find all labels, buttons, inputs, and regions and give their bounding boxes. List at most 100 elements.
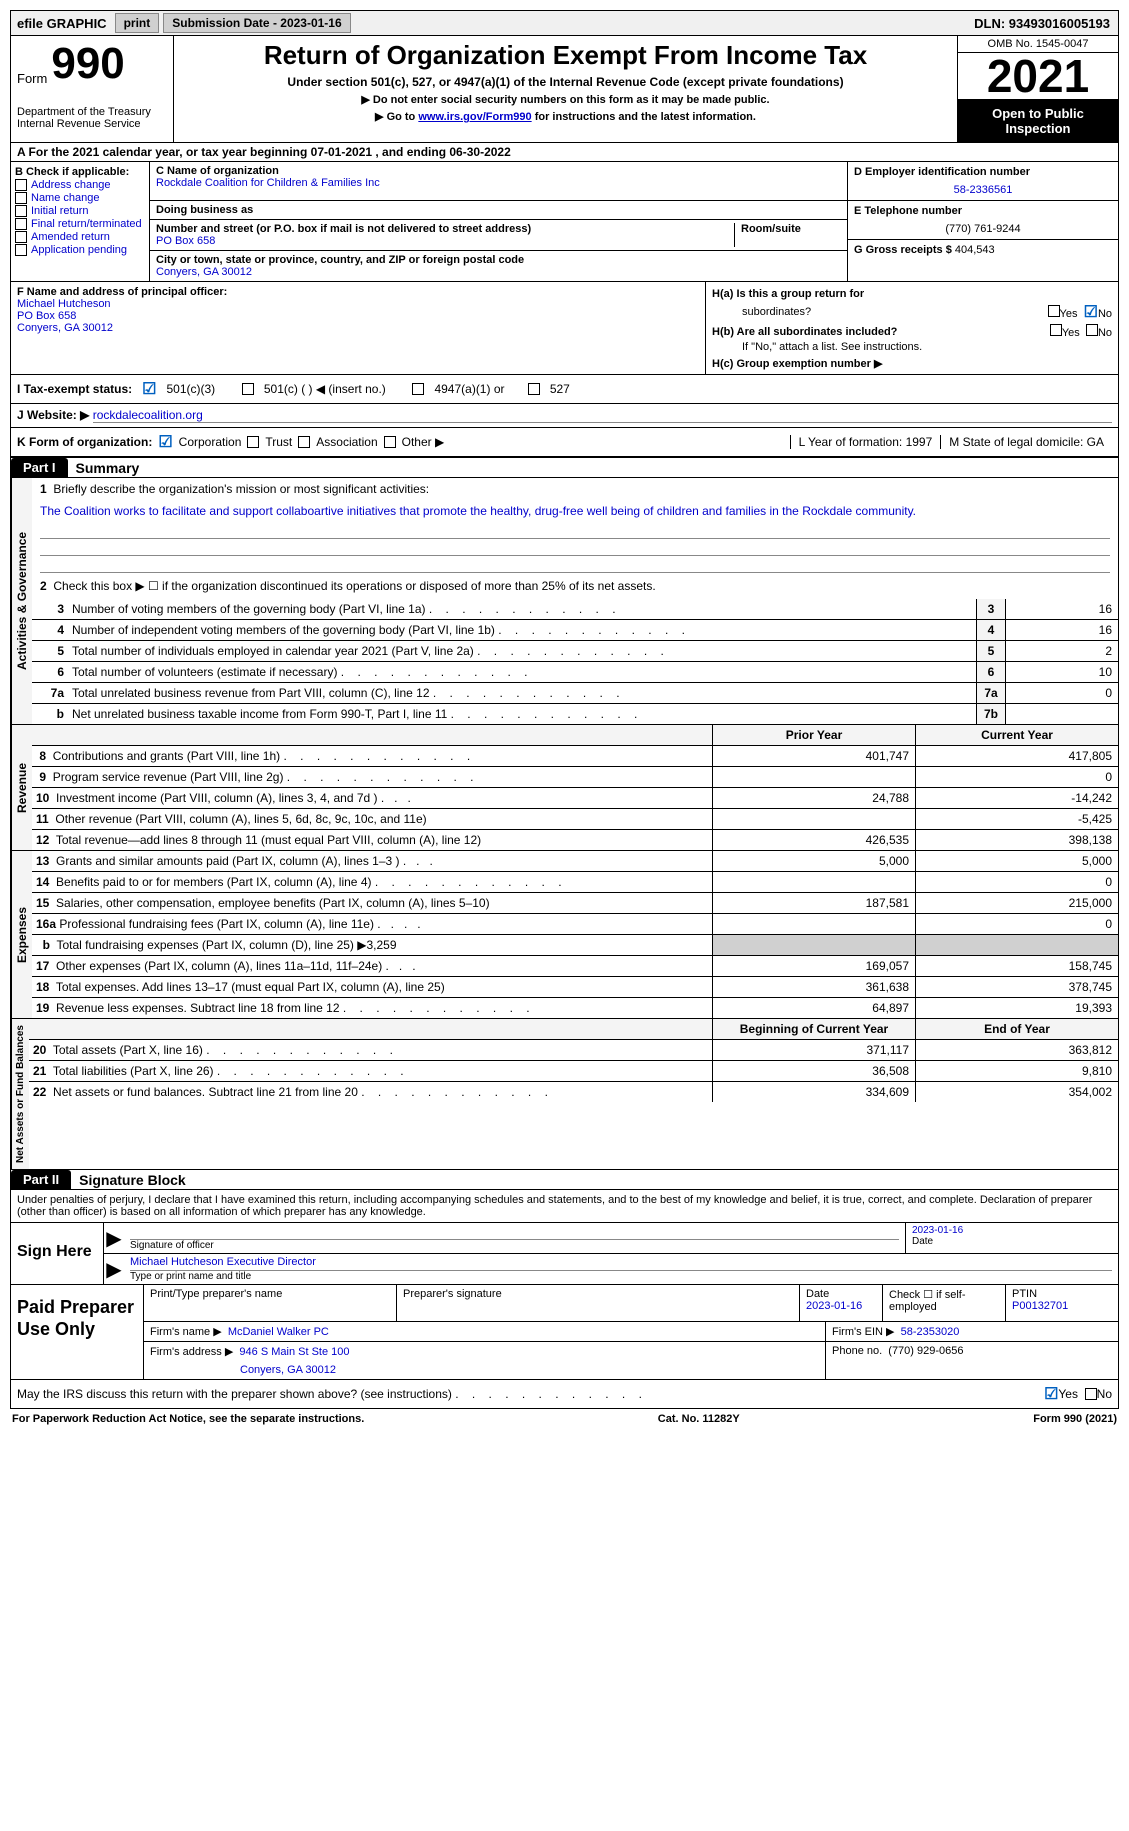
- firm-ein: 58-2353020: [901, 1326, 960, 1338]
- l17: Other expenses (Part IX, column (A), lin…: [56, 959, 382, 973]
- end-year-hdr: End of Year: [915, 1019, 1118, 1039]
- form-number: 990: [51, 42, 124, 86]
- l13: Grants and similar amounts paid (Part IX…: [56, 854, 399, 868]
- assoc-label: Association: [316, 435, 377, 449]
- p18: 361,638: [712, 977, 915, 997]
- p10: 24,788: [712, 788, 915, 808]
- firm-ein-hdr: Firm's EIN ▶: [832, 1326, 895, 1338]
- officer-street: PO Box 658: [17, 310, 699, 322]
- checkbox-icon[interactable]: [298, 436, 310, 448]
- checkbox-icon[interactable]: [15, 192, 27, 204]
- city-value: Conyers, GA 30012: [156, 266, 841, 278]
- col-d-ein: D Employer identification number 58-2336…: [847, 162, 1118, 281]
- checkbox-icon[interactable]: [412, 383, 424, 395]
- goto-line: ▶ Go to www.irs.gov/Form990 for instruct…: [182, 110, 949, 123]
- row-a-taxyear: A For the 2021 calendar year, or tax yea…: [10, 143, 1119, 162]
- checkbox-icon[interactable]: [1085, 1388, 1097, 1400]
- c22: 354,002: [915, 1082, 1118, 1102]
- checkbox-icon[interactable]: [15, 179, 27, 191]
- firm-name-hdr: Firm's name ▶: [150, 1326, 222, 1338]
- c8: 417,805: [915, 746, 1118, 766]
- checkbox-icon[interactable]: [15, 218, 27, 230]
- c16a: 0: [915, 914, 1118, 934]
- l10: Investment income (Part VIII, column (A)…: [56, 791, 377, 805]
- p14: [712, 872, 915, 892]
- checkbox-icon[interactable]: [15, 231, 27, 243]
- 501c3: 501(c)(3): [167, 382, 216, 396]
- website-value[interactable]: rockdalecoalition.org: [93, 408, 1112, 423]
- addr-change: Address change: [31, 179, 111, 191]
- cat-no: Cat. No. 11282Y: [658, 1413, 740, 1425]
- tax-year: 2021: [958, 53, 1118, 100]
- formorg-hdr: K Form of organization:: [17, 435, 152, 449]
- checkbox-icon[interactable]: [528, 383, 540, 395]
- checkbox-icon[interactable]: [247, 436, 259, 448]
- l7a-text: Total unrelated business revenue from Pa…: [68, 683, 976, 703]
- c18: 378,745: [915, 977, 1118, 997]
- l5-text: Total number of individuals employed in …: [68, 641, 976, 661]
- begin-year-hdr: Beginning of Current Year: [712, 1019, 915, 1039]
- ptin-hdr: PTIN: [1012, 1288, 1112, 1300]
- phone-hdr: Phone no.: [832, 1345, 882, 1357]
- org-name-hdr: C Name of organization: [156, 165, 841, 177]
- firm-name: McDaniel Walker PC: [228, 1326, 329, 1338]
- side-governance: Activities & Governance: [11, 478, 32, 724]
- p19: 64,897: [712, 998, 915, 1018]
- 527: 527: [550, 382, 570, 396]
- curr-year-hdr: Current Year: [915, 725, 1118, 745]
- checkbox-icon[interactable]: [1086, 324, 1098, 336]
- col-c-orginfo: C Name of organization Rockdale Coalitio…: [150, 162, 1118, 281]
- l5-val: 2: [1005, 641, 1118, 661]
- side-revenue: Revenue: [11, 725, 32, 850]
- c19: 19,393: [915, 998, 1118, 1018]
- sig-officer-label: Signature of officer: [130, 1240, 899, 1251]
- tel-hdr: E Telephone number: [854, 205, 1112, 217]
- l16b: Total fundraising expenses (Part IX, col…: [56, 938, 396, 952]
- checkbox-icon[interactable]: [1048, 305, 1060, 317]
- sign-here-block: Sign Here ▶ Signature of officer 2023-01…: [10, 1223, 1119, 1285]
- l16a: Professional fundraising fees (Part IX, …: [59, 917, 374, 931]
- checkbox-icon[interactable]: [1050, 324, 1062, 336]
- mission-text: The Coalition works to facilitate and su…: [32, 500, 1118, 522]
- form-word: Form: [17, 71, 47, 86]
- p11: [712, 809, 915, 829]
- c17: 158,745: [915, 956, 1118, 976]
- tel-value: (770) 761-9244: [854, 223, 1112, 235]
- c12: 398,138: [915, 830, 1118, 850]
- checkbox-icon[interactable]: [15, 244, 27, 256]
- p16a: [712, 914, 915, 934]
- c15: 215,000: [915, 893, 1118, 913]
- form-subtitle: Under section 501(c), 527, or 4947(a)(1)…: [182, 75, 949, 89]
- part2-title: Signature Block: [71, 1172, 186, 1188]
- checkbox-icon[interactable]: [384, 436, 396, 448]
- checkbox-icon[interactable]: [242, 383, 254, 395]
- header-block-bcd: B Check if applicable: Address change Na…: [10, 162, 1119, 282]
- prep-sig-hdr: Preparer's signature: [403, 1288, 793, 1300]
- l21: Total liabilities (Part X, line 26): [53, 1064, 404, 1078]
- app-pending: Application pending: [31, 244, 127, 256]
- p12: 426,535: [712, 830, 915, 850]
- part1-header: Part I: [11, 458, 68, 477]
- p22: 334,609: [712, 1082, 915, 1102]
- hb-label: H(b) Are all subordinates included?: [712, 326, 897, 338]
- checkbox-icon[interactable]: [15, 205, 27, 217]
- officer-name-title: Michael Hutcheson Executive Director: [130, 1256, 1112, 1271]
- room-hdr: Room/suite: [741, 223, 841, 235]
- no-ssn-note: ▶ Do not enter social security numbers o…: [182, 93, 949, 106]
- may-irs-text: May the IRS discuss this return with the…: [17, 1387, 1044, 1401]
- l3-text: Number of voting members of the governin…: [68, 599, 976, 619]
- irs-link[interactable]: www.irs.gov/Form990: [418, 111, 531, 123]
- org-name: Rockdale Coalition for Children & Famili…: [156, 177, 841, 189]
- street-value: PO Box 658: [156, 235, 734, 247]
- sign-here-label: Sign Here: [11, 1223, 104, 1284]
- print-button[interactable]: print: [115, 13, 160, 33]
- l7b-text: Net unrelated business taxable income fr…: [68, 704, 976, 724]
- officer-hdr: F Name and address of principal officer:: [17, 286, 699, 298]
- city-hdr: City or town, state or province, country…: [156, 254, 841, 266]
- name-change: Name change: [31, 192, 100, 204]
- prep-name-hdr: Print/Type preparer's name: [150, 1288, 390, 1300]
- perjury-declaration: Under penalties of perjury, I declare th…: [10, 1190, 1119, 1223]
- c13: 5,000: [915, 851, 1118, 871]
- website-hdr: J Website: ▶: [17, 408, 89, 423]
- prep-date: 2023-01-16: [806, 1300, 876, 1312]
